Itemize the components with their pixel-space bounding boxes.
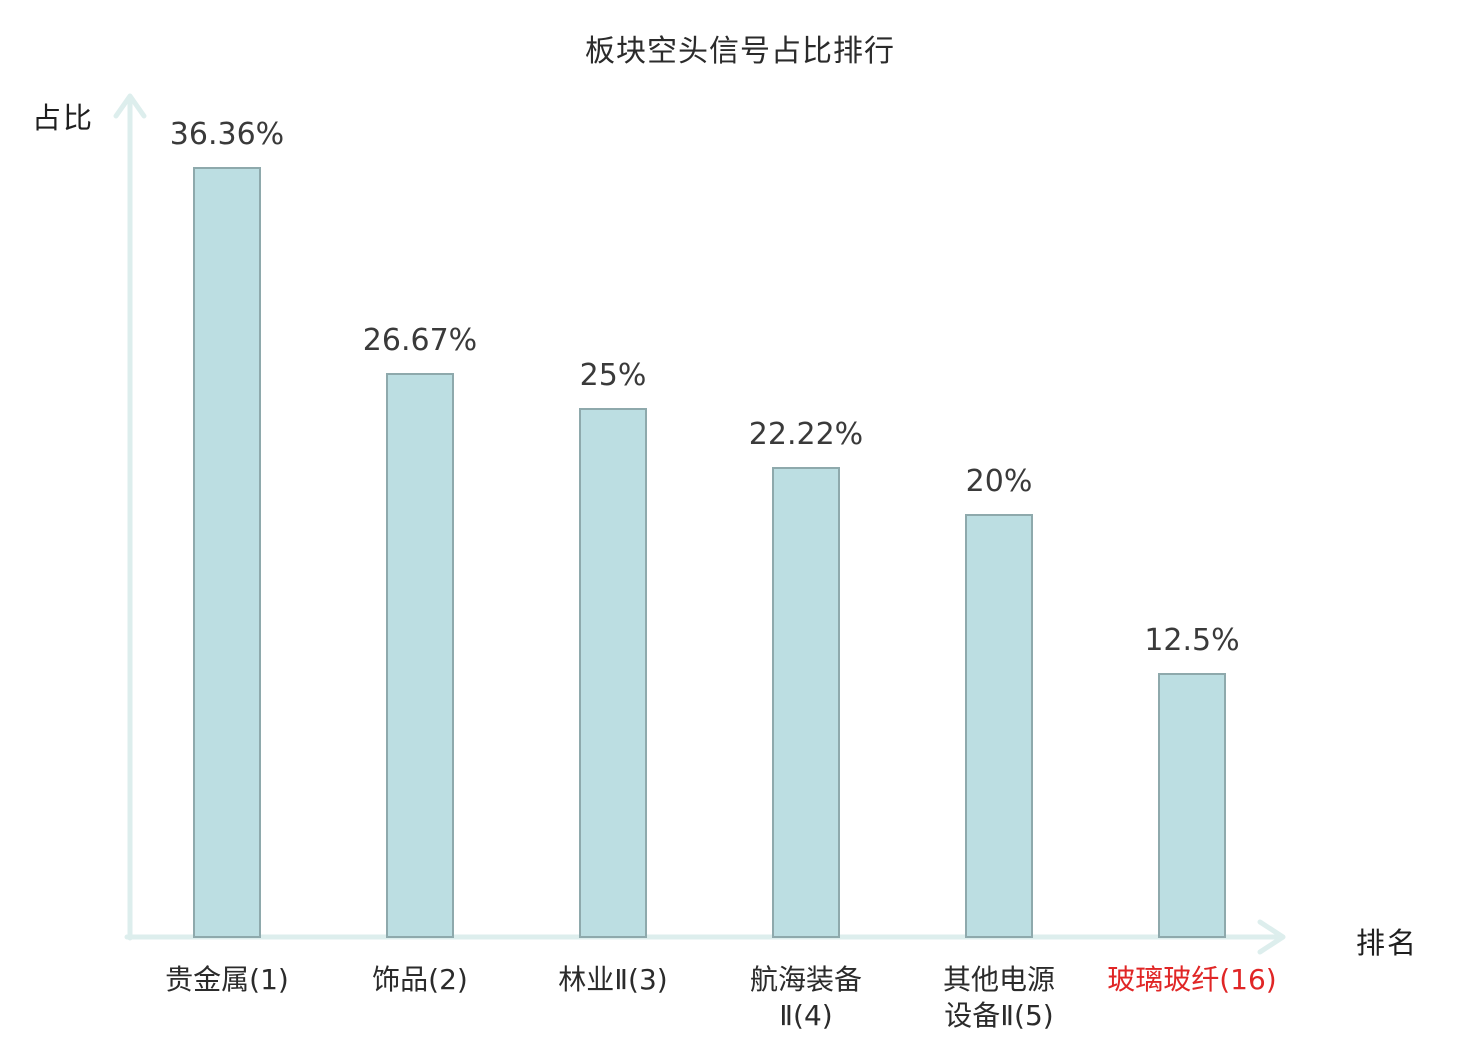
bar-2 [386,372,454,938]
bar-value-label: 25% [579,358,647,393]
bar-value-label: 26.67% [362,322,478,358]
x-axis-title: 排名 [1356,926,1419,960]
bar-4 [772,466,840,938]
x-axis-arrow-icon [1257,919,1286,955]
category-label-1: 贵金属(1) [165,963,289,996]
bar-3 [579,408,647,938]
y-axis-arrow-icon [113,93,147,119]
category-label-6: 玻璃玻纤(16) [1107,963,1277,996]
bar-6 [1158,673,1226,938]
category-label-3: 林业Ⅱ(3) [558,963,668,996]
category-label-5: 其他电源 设备Ⅱ(5) [942,963,1055,1032]
category-label-4: 航海装备 Ⅱ(4) [749,963,862,1032]
y-axis-title: 占比 [32,101,95,135]
category-label-2: 饰品(2) [372,963,468,996]
chart-title: 板块空头信号占比排行 [585,34,895,69]
bar-value-label: 12.5% [1144,623,1240,658]
bar-5 [965,514,1033,938]
bar-1 [193,167,261,938]
bar-value-label: 20% [965,464,1033,499]
bar-value-label: 36.36% [169,117,285,153]
bar-value-label: 22.22% [748,416,864,452]
